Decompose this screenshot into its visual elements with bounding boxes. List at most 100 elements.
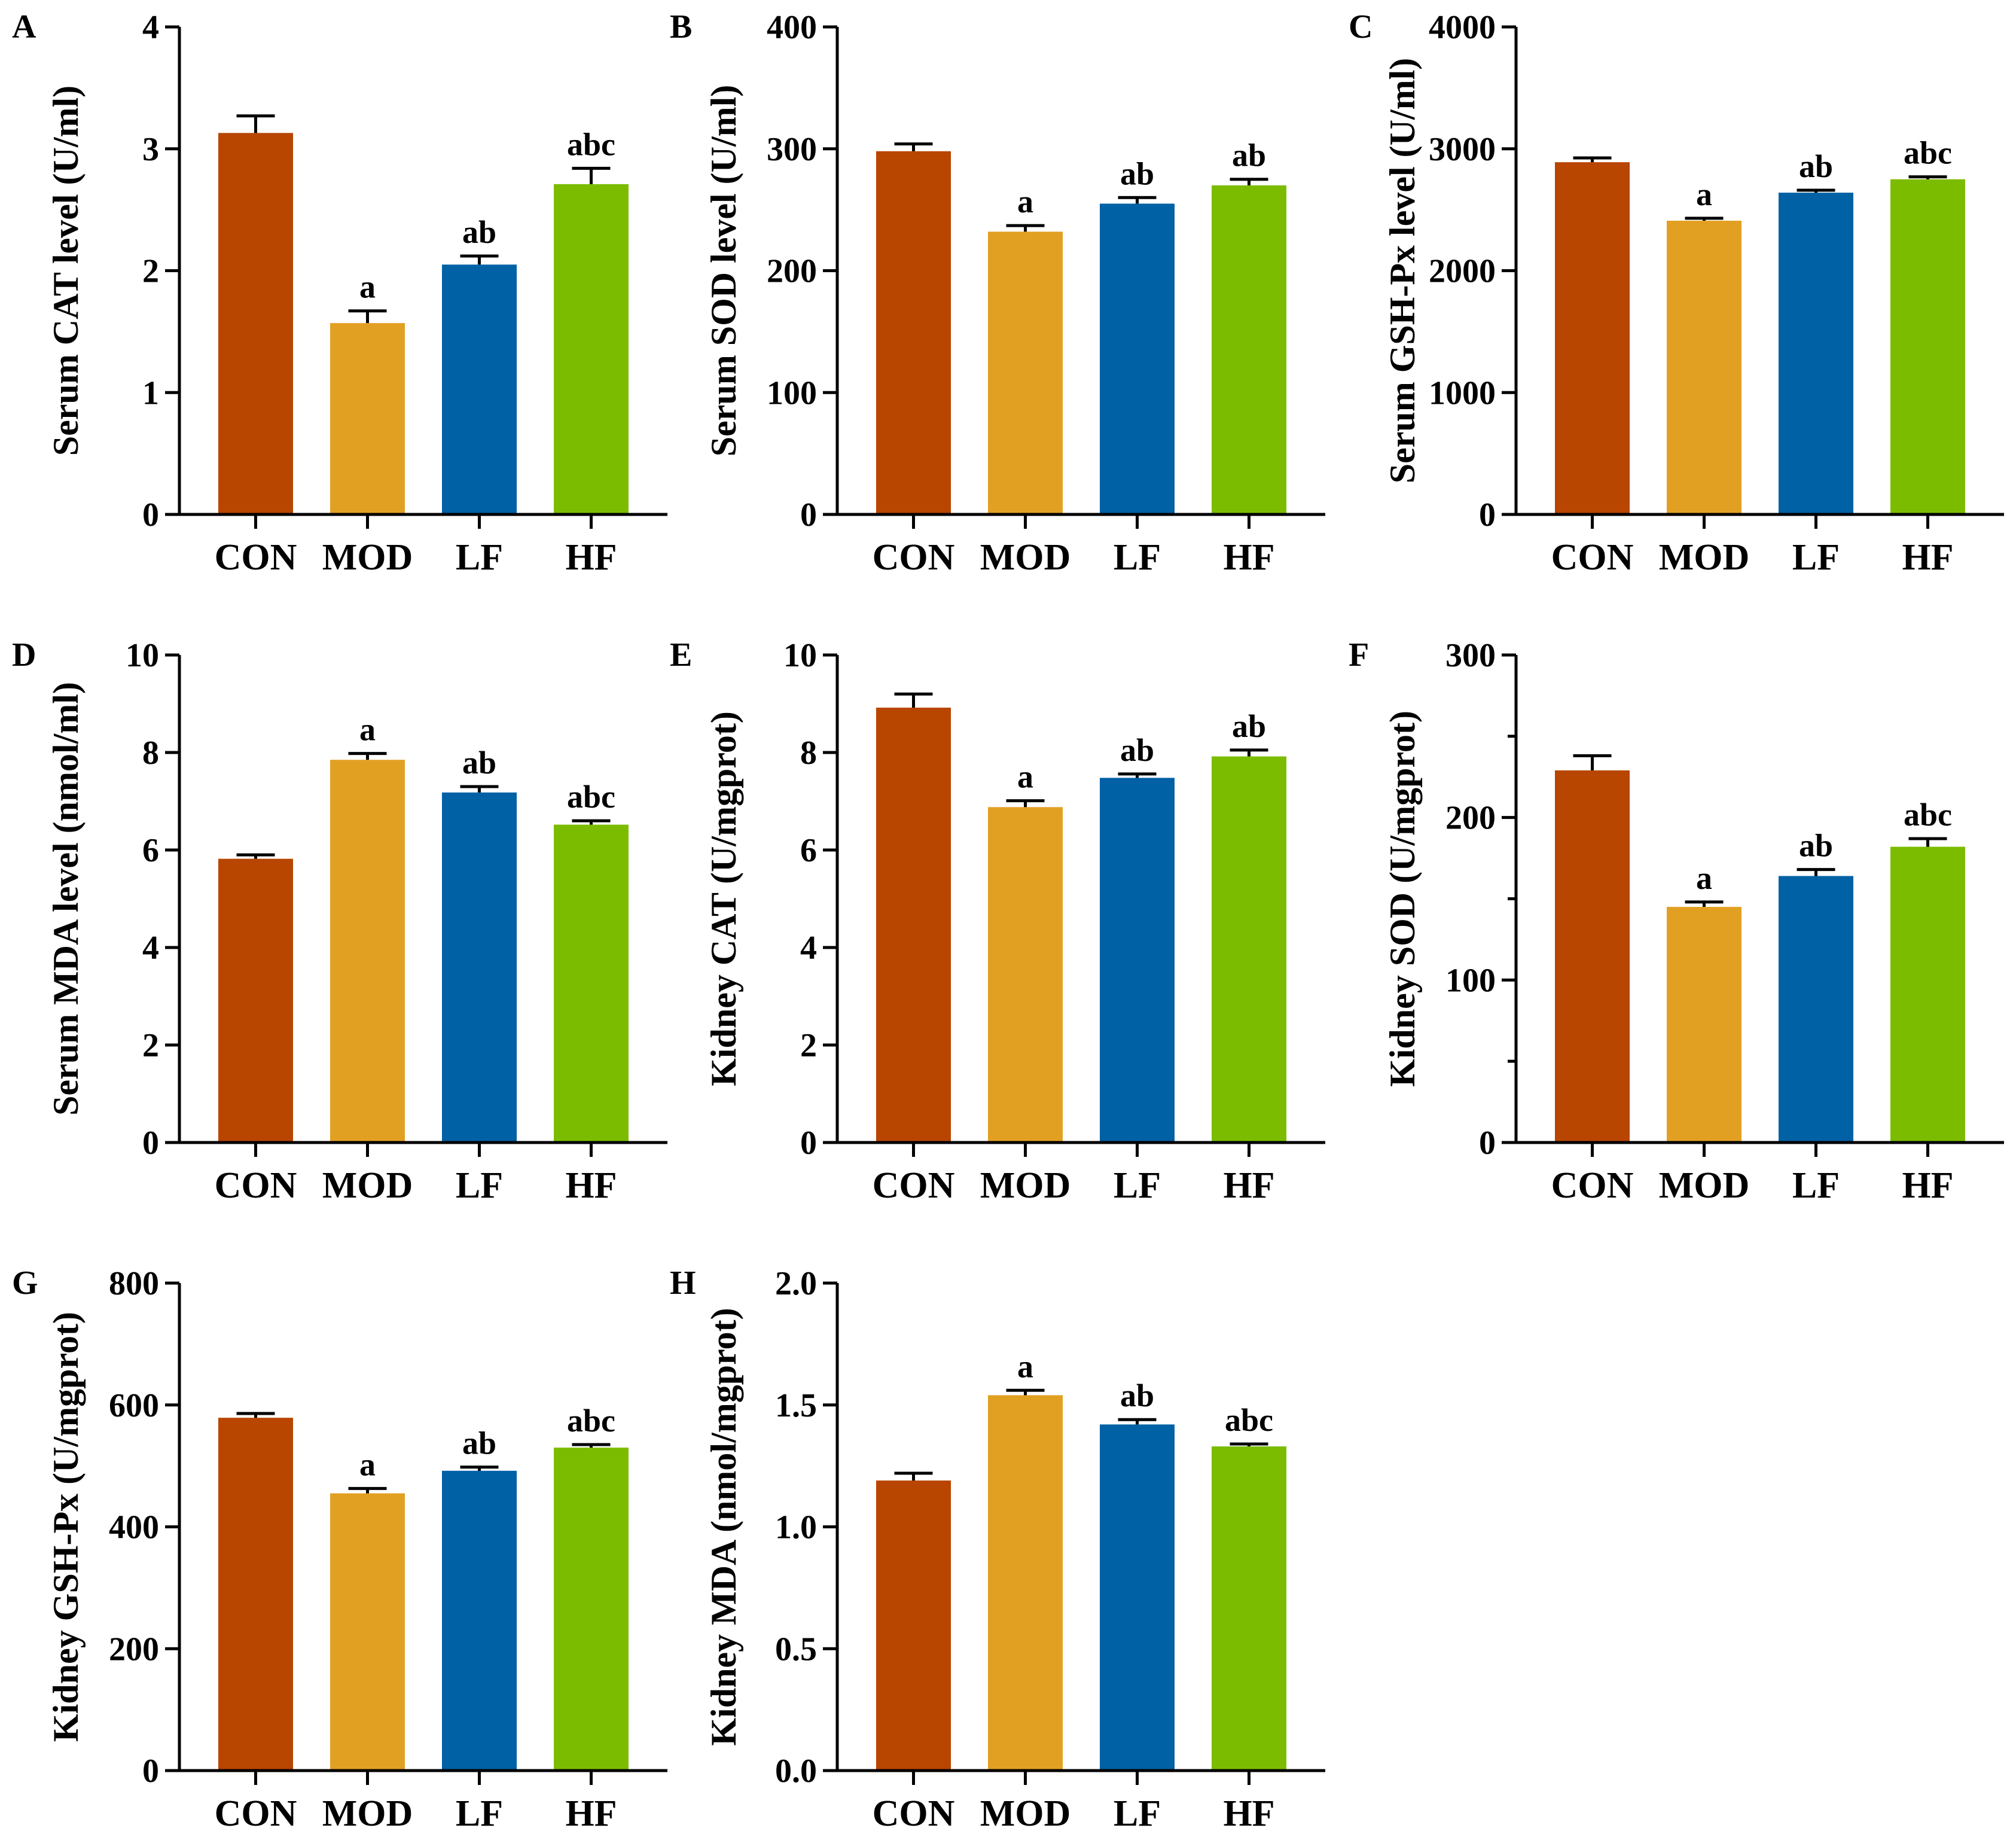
panel-d-xtick-label: HF: [565, 1165, 617, 1206]
panel-b-letter: B: [670, 8, 692, 45]
panel-h-bar-hf: [1212, 1446, 1286, 1771]
panel-a-sig-mod: a: [359, 269, 376, 305]
panel-b-ytick-label: 300: [767, 131, 817, 168]
panel-d-letter: D: [12, 636, 36, 674]
panel-c-bar-hf: [1890, 179, 1965, 514]
panel-f-letter: F: [1349, 636, 1369, 674]
panel-d-ytick-label: 10: [126, 637, 159, 674]
panel-b-ytick-label: 100: [767, 374, 817, 412]
panel-a-sig-hf: abc: [567, 126, 615, 162]
panel-h-bar-mod: [988, 1395, 1063, 1771]
panel-g-ytick-label: 400: [109, 1509, 159, 1546]
panel-g-sig-mod: a: [359, 1446, 376, 1482]
panel-g-xtick-label: HF: [565, 1793, 617, 1834]
panel-g-bar-con: [218, 1418, 293, 1771]
panel-f-ytick-label: 200: [1445, 800, 1496, 837]
panel-c-ytick-label: 3000: [1429, 131, 1496, 168]
panel-b-ytick-label: 0: [800, 496, 817, 534]
panel-c: C Serum GSH-Px level (U/ml) CON a MOD ab LF abc…: [1349, 8, 2004, 578]
panel-b-sig-lf: ab: [1120, 156, 1154, 191]
panel-d-bar-hf: [554, 824, 629, 1143]
panel-g-xtick-label: LF: [456, 1793, 503, 1834]
panel-a-ylabel: Serum CAT level (U/ml): [46, 86, 86, 456]
panel-b-xtick-label: CON: [873, 537, 955, 578]
panel-b-xtick-label: HF: [1223, 537, 1274, 578]
panel-e-xtick-label: CON: [873, 1165, 955, 1206]
panel-c-ytick-label: 0: [1479, 496, 1496, 534]
panel-e-letter: E: [670, 636, 692, 674]
panel-a-bar-hf: [554, 184, 629, 514]
panel-c-ylabel: Serum GSH-Px level (U/ml): [1383, 58, 1422, 484]
panel-e-sig-lf: ab: [1120, 732, 1154, 768]
panel-e-bar-lf: [1100, 778, 1175, 1143]
panel-f-ytick-label: 100: [1445, 962, 1496, 999]
panel-e-xtick-label: HF: [1223, 1165, 1274, 1206]
panel-a-ytick-label: 2: [142, 253, 159, 290]
panel-d-ytick-label: 8: [142, 735, 159, 772]
panel-e-sig-hf: ab: [1232, 708, 1266, 744]
panel-e-ytick-label: 2: [800, 1027, 817, 1064]
panel-d-ytick-label: 4: [142, 930, 159, 967]
panel-h-xtick-label: CON: [873, 1793, 955, 1834]
panel-b-ytick-label: 400: [767, 9, 817, 46]
panel-h-bar-lf: [1100, 1424, 1175, 1771]
panel-h-xtick-label: LF: [1114, 1793, 1161, 1834]
panel-d-xtick-label: LF: [456, 1165, 503, 1206]
panel-c-xtick-label: HF: [1902, 537, 1953, 578]
panel-h-xtick-label: HF: [1223, 1793, 1274, 1834]
panel-b-sig-hf: ab: [1232, 138, 1266, 173]
panel-a-bar-lf: [442, 264, 517, 514]
panel-h-ytick-label: 2.0: [775, 1265, 817, 1302]
panel-d-ytick-label: 2: [142, 1027, 159, 1064]
panel-b-xtick-label: LF: [1114, 537, 1161, 578]
panel-c-sig-hf: abc: [1904, 135, 1952, 171]
panel-e-xtick-label: LF: [1114, 1165, 1161, 1206]
panel-b: B Serum SOD level (U/ml) CON a MOD ab LF ab HF 0 1…: [670, 8, 1325, 578]
panel-d-bar-con: [218, 858, 293, 1143]
panel-g-letter: G: [12, 1265, 38, 1302]
panel-c-ytick-label: 4000: [1429, 9, 1496, 46]
panel-e-ytick-label: 6: [800, 832, 817, 869]
panel-a-xtick-label: MOD: [322, 537, 413, 578]
panel-e-ytick-label: 0: [800, 1125, 817, 1162]
panel-h-bar-con: [876, 1480, 951, 1771]
panel-b-bar-lf: [1100, 203, 1175, 514]
panel-e-ytick-label: 10: [783, 637, 817, 674]
panel-g-ytick-label: 200: [109, 1631, 159, 1668]
panel-c-xtick-label: LF: [1792, 537, 1840, 578]
panel-f-sig-lf: ab: [1799, 828, 1833, 864]
panel-e-xtick-label: MOD: [980, 1165, 1071, 1206]
panel-e: E Kidney CAT (U/mgprot) CON a MOD ab LF ab HF 0 2 4…: [670, 636, 1325, 1206]
panel-f-xtick-label: LF: [1792, 1165, 1840, 1206]
panel-h-ylabel: Kidney MDA (nmol/mgprot): [704, 1308, 743, 1745]
panel-e-bar-mod: [988, 807, 1063, 1143]
panel-a-sig-lf: ab: [462, 214, 496, 250]
panel-h-ytick-label: 1.5: [775, 1387, 817, 1424]
panel-g-ylabel: Kidney GSH-Px (U/mgprot): [46, 1312, 86, 1742]
panel-h-ytick-label: 0.0: [775, 1753, 817, 1790]
panel-g-bar-hf: [554, 1448, 629, 1771]
panel-g-bar-mod: [330, 1493, 405, 1771]
panel-b-sig-mod: a: [1017, 184, 1033, 220]
panel-d: D Serum MDA level (nmol/ml) CON a MOD ab LF abc…: [12, 636, 667, 1206]
panel-g-ytick-label: 800: [109, 1265, 159, 1302]
panel-e-sig-mod: a: [1017, 759, 1033, 795]
panel-d-sig-lf: ab: [462, 745, 496, 781]
panel-e-bar-hf: [1212, 756, 1286, 1143]
panel-a-bar-con: [218, 133, 293, 514]
panel-c-ytick-label: 2000: [1429, 253, 1496, 290]
panel-h-sig-lf: ab: [1120, 1378, 1154, 1413]
panel-c-bar-con: [1555, 162, 1630, 515]
panel-g-sig-hf: abc: [567, 1403, 615, 1439]
panel-a-xtick-label: CON: [215, 537, 297, 578]
panel-h-sig-mod: a: [1017, 1348, 1033, 1384]
panel-d-sig-hf: abc: [567, 779, 615, 815]
panel-f-bar-lf: [1779, 876, 1853, 1143]
panel-f-xtick-label: CON: [1551, 1165, 1634, 1206]
panel-a-ytick-label: 3: [142, 131, 159, 168]
panel-h-ytick-label: 1.0: [775, 1509, 817, 1546]
panel-d-sig-mod: a: [359, 712, 376, 748]
panel-f-bar-hf: [1890, 846, 1965, 1143]
